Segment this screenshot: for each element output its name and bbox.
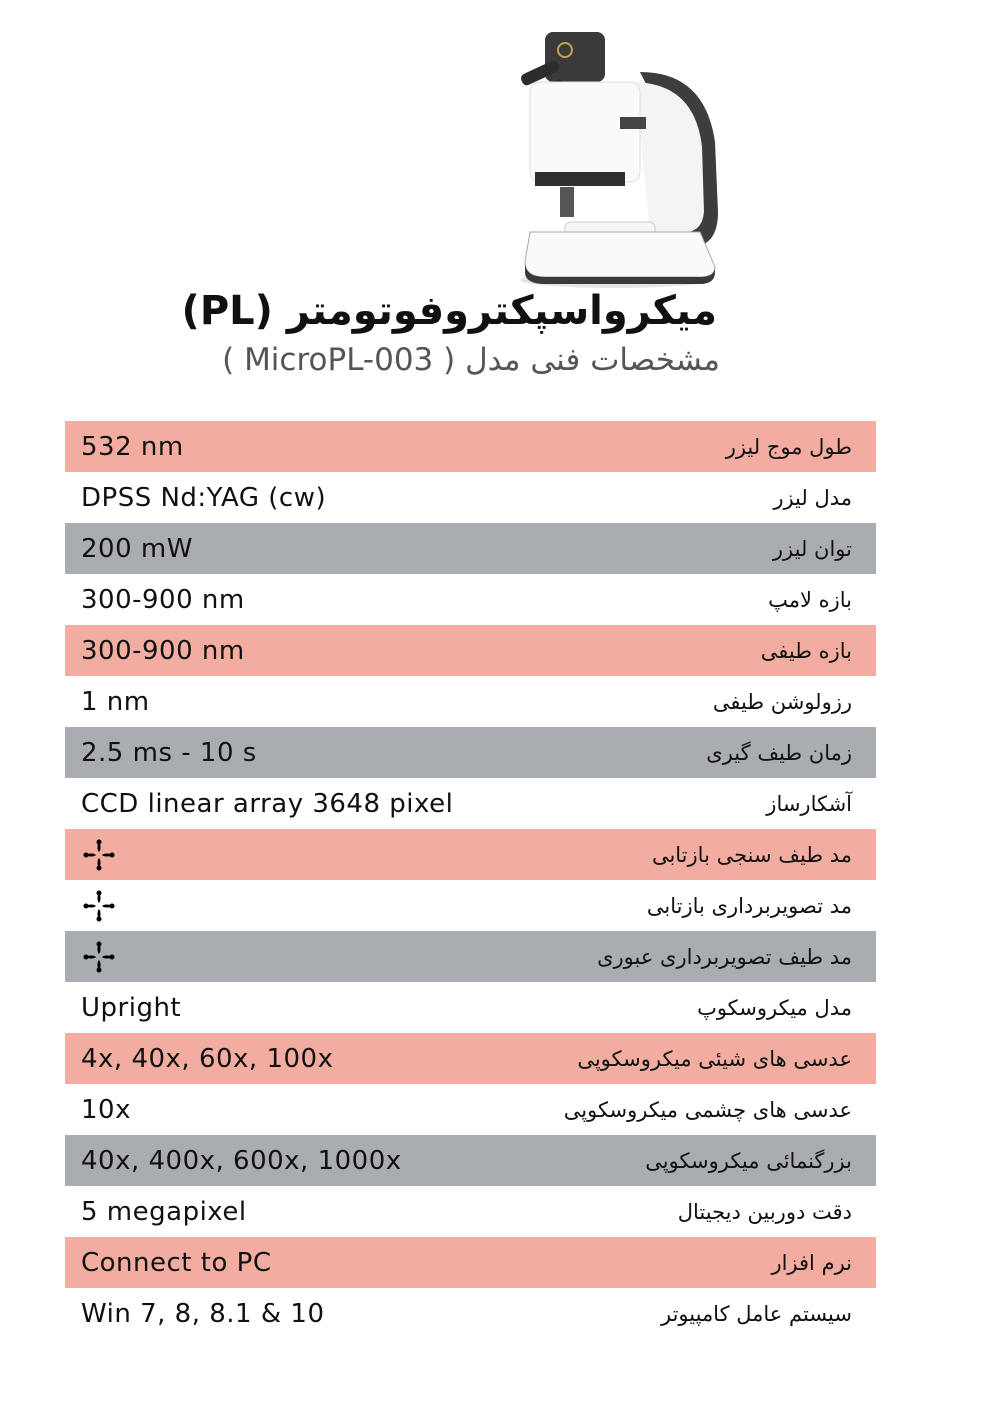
spec-label: زمان طیف گیری	[706, 740, 852, 765]
four-petal-check-icon	[83, 838, 115, 871]
spec-label: رزولوشن طیفی	[712, 689, 852, 714]
spec-label: مد تصویربرداری بازتابی	[646, 893, 852, 918]
spec-value: Upright	[81, 992, 182, 1023]
spec-row: 2.5 ms - 10 s زمان طیف گیری	[65, 727, 876, 778]
spec-row: 4x, 40x, 60x, 100x عدسی های شیئی میکروسکو…	[65, 1033, 876, 1084]
spec-row: 300-900 nm بازه لامپ	[65, 574, 876, 625]
spec-value: 1 nm	[81, 686, 150, 717]
spec-row: مد تصویربرداری بازتابی	[65, 880, 876, 931]
spec-row: 532 nm طول موج لیزر	[65, 421, 876, 472]
spec-value: 300-900 nm	[81, 584, 245, 615]
spec-value: DPSS Nd:YAG (cw)	[81, 482, 327, 513]
spec-label: عدسی های چشمی میکروسکوپی	[563, 1097, 852, 1122]
spec-label: بازه طیفی	[760, 638, 852, 663]
microscope-image	[520, 32, 718, 288]
spec-value: 4x, 40x, 60x, 100x	[81, 1043, 334, 1074]
spec-label: عدسی های شیئی میکروسکوپی	[577, 1046, 852, 1071]
spec-label: سیستم عامل کامپیوتر	[660, 1301, 852, 1326]
spec-value: CCD linear array 3648 pixel	[81, 788, 454, 819]
four-petal-check-icon	[83, 940, 115, 973]
spec-label: مدل میکروسکوپ	[697, 995, 852, 1020]
spec-label: آشکارساز	[766, 791, 852, 816]
spec-row: 200 mW توان لیزر	[65, 523, 876, 574]
spec-table: 532 nm طول موج لیزر DPSS Nd:YAG (cw) مدل لی…	[65, 421, 876, 1339]
page-subtitle: مشخصات فنی مدل ( MicroPL-003 )	[222, 342, 720, 378]
spec-value: 5 megapixel	[81, 1196, 247, 1227]
spec-row: مد طیف تصویربرداری عبوری	[65, 931, 876, 982]
spec-label: مدل لیزر	[773, 485, 852, 510]
spec-label: دقت دوربین دیجیتال	[677, 1199, 852, 1224]
spec-value: 200 mW	[81, 533, 193, 564]
spec-row: Connect to PC نرم افزار	[65, 1237, 876, 1288]
spec-row: CCD linear array 3648 pixel آشکارساز	[65, 778, 876, 829]
spec-value: Connect to PC	[81, 1247, 272, 1278]
spec-label: نرم افزار	[771, 1250, 852, 1275]
spec-label: توان لیزر	[772, 536, 852, 561]
spec-value: Win 7, 8, 8.1 & 10	[81, 1298, 325, 1329]
spec-row: 1 nm رزولوشن طیفی	[65, 676, 876, 727]
spec-row: 10x عدسی های چشمی میکروسکوپی	[65, 1084, 876, 1135]
spec-label: بازه لامپ	[768, 587, 852, 612]
spec-value: 40x, 400x, 600x, 1000x	[81, 1145, 402, 1176]
spec-row: Win 7, 8, 8.1 & 10 سیستم عامل کامپیوتر	[65, 1288, 876, 1339]
four-petal-check-icon	[83, 889, 115, 922]
spec-value: 2.5 ms - 10 s	[81, 737, 257, 768]
spec-row: 300-900 nm بازه طیفی	[65, 625, 876, 676]
spec-label: مد طیف سنجی بازتابی	[651, 842, 852, 867]
spec-label: مد طیف تصویربرداری عبوری	[597, 944, 852, 969]
spec-label: طول موج لیزر	[725, 434, 852, 459]
spec-row: مد طیف سنجی بازتابی	[65, 829, 876, 880]
spec-value: 532 nm	[81, 431, 184, 462]
spec-value: 300-900 nm	[81, 635, 245, 666]
spec-row: 5 megapixel دقت دوربین دیجیتال	[65, 1186, 876, 1237]
spec-value: 10x	[81, 1094, 131, 1125]
spec-label: بزرگنمائی میکروسکوپی	[645, 1148, 852, 1173]
spec-row: DPSS Nd:YAG (cw) مدل لیزر	[65, 472, 876, 523]
spec-row: 40x, 400x, 600x, 1000x بزرگنمائی میکروسکو…	[65, 1135, 876, 1186]
spec-row: Upright مدل میکروسکوپ	[65, 982, 876, 1033]
page-title: میکرواسپکتروفوتومتر (PL)	[181, 288, 717, 334]
